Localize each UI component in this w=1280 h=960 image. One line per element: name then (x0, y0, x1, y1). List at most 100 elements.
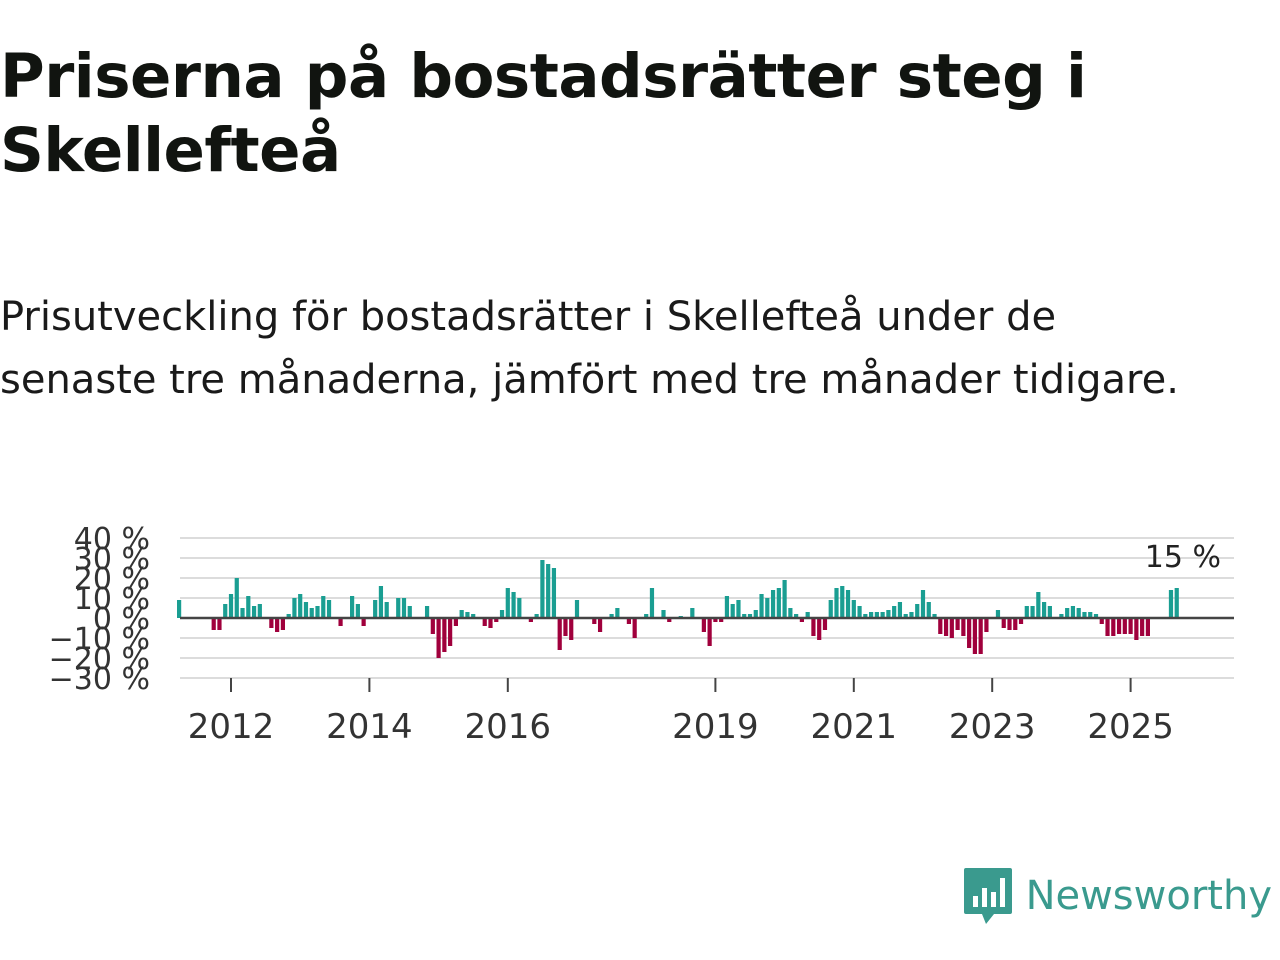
bar (453, 618, 458, 626)
bar (886, 610, 891, 618)
bar (430, 618, 435, 634)
bar (1013, 618, 1018, 630)
bar (563, 618, 568, 636)
bar (1105, 618, 1110, 636)
bar (338, 618, 343, 626)
bar (557, 618, 562, 650)
price-change-bar-chart: 40 %30 %20 %10 %0 %−10 %−20 %−30 % 2012 20… (49, 522, 1234, 747)
bar (1024, 606, 1029, 618)
bar (1122, 618, 1127, 634)
bar (626, 618, 631, 624)
bar (465, 612, 470, 618)
bar (574, 600, 580, 618)
bar (1134, 618, 1139, 640)
bar (257, 604, 262, 618)
bar (1007, 618, 1012, 630)
bar (1030, 606, 1035, 618)
y-tick-label: 30 % (74, 542, 150, 577)
bar (730, 604, 735, 618)
bar (505, 588, 510, 618)
bar (1018, 618, 1024, 624)
bar (551, 568, 557, 618)
brand-logo: Newsworthy (962, 866, 1272, 926)
y-tick-label: −10 % (49, 622, 150, 657)
newsworthy-logo-icon (963, 868, 1012, 924)
bar (984, 618, 989, 632)
bar (384, 602, 389, 618)
bar (938, 618, 943, 634)
bar (972, 618, 977, 654)
bar (1042, 602, 1047, 618)
bar (753, 610, 758, 618)
bar (869, 612, 874, 618)
bar (1093, 614, 1099, 618)
bar (217, 618, 222, 630)
bar (880, 612, 885, 618)
bar (661, 610, 666, 618)
y-tick-label: −30 % (49, 662, 150, 697)
bar (246, 596, 251, 618)
bar (932, 614, 937, 618)
bar (1070, 606, 1076, 618)
y-tick-label: 40 % (74, 522, 150, 557)
bar (592, 618, 597, 624)
bar (713, 618, 718, 622)
bar (811, 618, 816, 636)
bar (407, 606, 412, 618)
bar (701, 618, 706, 632)
y-tick-label: −20 % (49, 642, 150, 677)
bar (799, 618, 804, 622)
bar (499, 610, 505, 618)
bar (690, 608, 695, 618)
bar (511, 592, 516, 618)
bar (632, 618, 637, 638)
bar (719, 618, 724, 622)
bar (234, 578, 239, 618)
bar (782, 580, 787, 618)
bar (736, 600, 741, 618)
bar (840, 586, 845, 618)
bar (315, 606, 320, 618)
bar (355, 604, 360, 618)
bar (747, 614, 753, 618)
bar (961, 618, 966, 636)
bar (251, 606, 257, 618)
bar (1059, 614, 1064, 618)
bar (967, 618, 972, 648)
bar (534, 614, 539, 618)
bar (177, 600, 182, 618)
bar (488, 618, 493, 628)
bar (1099, 618, 1104, 624)
bar (805, 612, 810, 618)
chart-subtitle: Prisutveckling för bostadsrätter i Skell… (0, 294, 1179, 403)
bar (644, 614, 649, 618)
bar (874, 612, 879, 618)
bar (667, 618, 672, 622)
bar (955, 618, 960, 630)
bar (1076, 608, 1081, 618)
bar (448, 618, 453, 646)
x-tick-label: 2016 (465, 707, 552, 747)
bar (442, 618, 447, 652)
bar (770, 590, 776, 618)
bar (326, 600, 332, 618)
bar (649, 588, 655, 618)
bar (223, 604, 228, 618)
bar (303, 602, 309, 618)
bar (1145, 618, 1150, 636)
bar (915, 604, 920, 618)
x-tick-label: 2021 (811, 707, 898, 747)
bar (546, 564, 551, 618)
bar (1036, 592, 1041, 618)
bar (275, 618, 280, 632)
bar (794, 614, 799, 618)
bar (903, 614, 908, 618)
bar (892, 606, 897, 618)
bar (926, 602, 931, 618)
bar (920, 590, 926, 618)
bar (494, 618, 499, 622)
bar (1047, 606, 1052, 618)
bar (361, 618, 366, 626)
bar (897, 602, 903, 618)
bar (228, 594, 234, 618)
